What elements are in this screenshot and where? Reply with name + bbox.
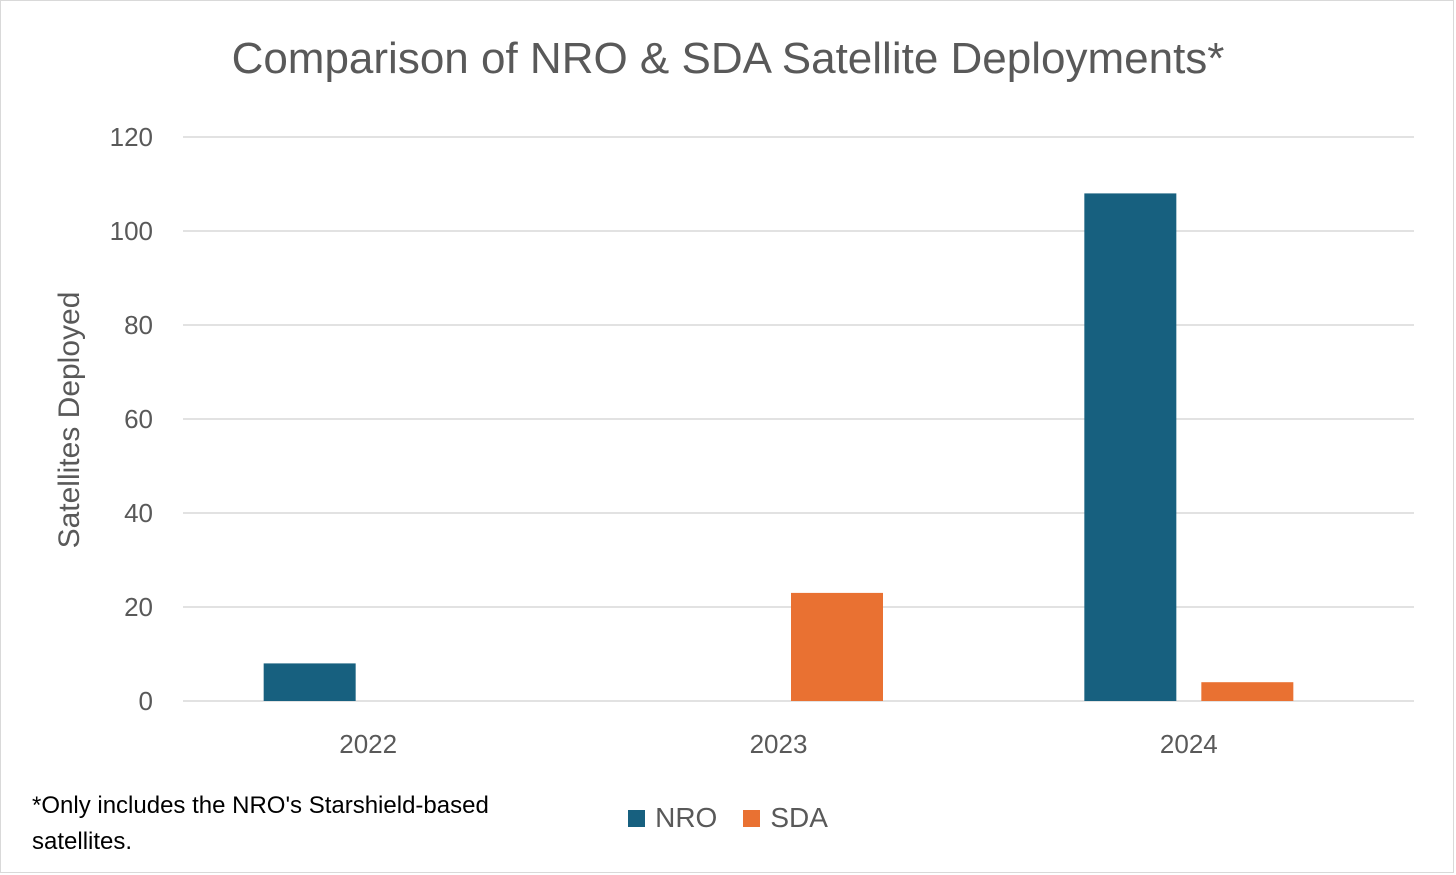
legend-label: SDA: [770, 802, 828, 833]
footnote: *Only includes the NRO's Starshield-base…: [32, 792, 489, 855]
y-tick-label: 40: [124, 498, 153, 528]
legend: NRO SDA: [0, 802, 1456, 834]
legend-label: NRO: [655, 802, 718, 833]
bar-sda-2023: [791, 592, 883, 701]
x-tick-label: 2024: [1160, 729, 1218, 759]
legend-item-nro: NRO: [628, 802, 717, 834]
x-tick-label: 2023: [750, 729, 808, 759]
y-tick-label: 120: [110, 122, 153, 152]
chart-title: Comparison of NRO & SDA Satellite Deploy…: [231, 34, 1225, 83]
legend-swatch: [628, 809, 646, 827]
y-tick-label: 0: [139, 686, 153, 716]
y-tick-label: 20: [124, 592, 153, 622]
bar-nro-2024: [1084, 193, 1177, 701]
y-tick-label: 100: [110, 216, 153, 246]
y-tick-label: 60: [124, 404, 153, 434]
bar-nro-2022: [263, 663, 356, 701]
bar-sda-2024: [1201, 682, 1294, 701]
legend-item-sda: SDA: [743, 802, 828, 834]
y-tick-label: 80: [124, 310, 153, 340]
legend-swatch: [743, 809, 761, 827]
x-tick-label: 2022: [339, 729, 397, 759]
